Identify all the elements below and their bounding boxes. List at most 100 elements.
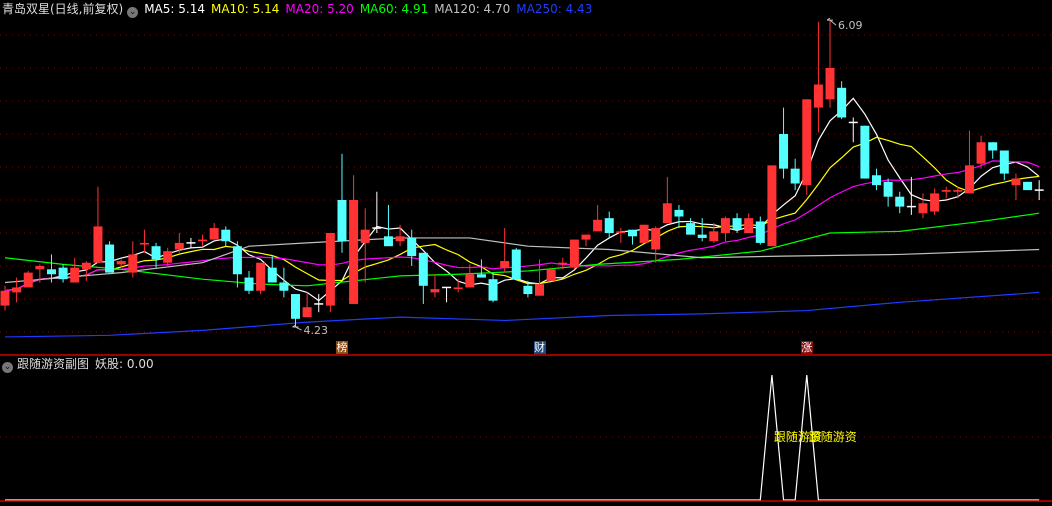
candle[interactable] bbox=[465, 264, 475, 288]
candle[interactable] bbox=[139, 229, 149, 253]
candle[interactable] bbox=[163, 247, 173, 268]
candle[interactable] bbox=[209, 223, 219, 240]
candle[interactable] bbox=[116, 259, 126, 268]
candle[interactable] bbox=[360, 208, 370, 283]
candle[interactable] bbox=[837, 81, 847, 120]
candle[interactable] bbox=[593, 204, 603, 232]
candle[interactable] bbox=[651, 226, 661, 263]
candle[interactable] bbox=[488, 272, 498, 303]
candle[interactable] bbox=[697, 218, 707, 242]
candle[interactable] bbox=[848, 117, 858, 143]
candle[interactable] bbox=[686, 218, 696, 235]
candle[interactable] bbox=[627, 229, 637, 245]
candle[interactable] bbox=[256, 262, 266, 295]
candle[interactable] bbox=[546, 267, 556, 281]
candle[interactable] bbox=[476, 259, 486, 278]
candle[interactable] bbox=[244, 270, 254, 295]
candle[interactable] bbox=[1023, 181, 1033, 191]
candle[interactable] bbox=[860, 125, 870, 179]
candle[interactable] bbox=[442, 286, 452, 303]
candle[interactable] bbox=[23, 270, 33, 288]
candle[interactable] bbox=[0, 285, 10, 311]
candle[interactable] bbox=[395, 224, 405, 247]
candle[interactable] bbox=[523, 280, 533, 298]
candle[interactable] bbox=[105, 241, 115, 273]
candle[interactable] bbox=[709, 223, 719, 243]
candle[interactable] bbox=[325, 233, 335, 313]
candle[interactable] bbox=[674, 204, 684, 229]
candle[interactable] bbox=[198, 234, 208, 247]
candle[interactable] bbox=[732, 213, 742, 233]
candle[interactable] bbox=[46, 254, 56, 283]
candle[interactable] bbox=[988, 142, 998, 159]
candle[interactable] bbox=[779, 107, 789, 179]
candle[interactable] bbox=[930, 188, 940, 215]
candle[interactable] bbox=[790, 158, 800, 191]
candle[interactable] bbox=[81, 261, 91, 281]
candle[interactable] bbox=[35, 264, 45, 283]
chevron-down-icon[interactable]: ⌄ bbox=[2, 362, 13, 373]
candle[interactable] bbox=[720, 216, 730, 242]
candle[interactable] bbox=[221, 226, 231, 247]
candle[interactable] bbox=[604, 211, 614, 238]
chart-header: 青岛双星(日线,前复权) ⌄ MA5: 5.14 MA10: 5.14 MA20: 5.… bbox=[2, 1, 598, 18]
candle[interactable] bbox=[302, 292, 312, 318]
candle[interactable] bbox=[70, 257, 80, 283]
candle[interactable] bbox=[813, 21, 823, 133]
candle[interactable] bbox=[999, 150, 1009, 181]
candle[interactable] bbox=[802, 99, 812, 196]
candle[interactable] bbox=[500, 228, 510, 273]
candle[interactable] bbox=[918, 193, 928, 219]
marker-cai[interactable]: 财 bbox=[533, 341, 546, 354]
candle[interactable] bbox=[12, 277, 22, 303]
candle[interactable] bbox=[93, 186, 103, 263]
candle[interactable] bbox=[279, 267, 289, 298]
candle[interactable] bbox=[872, 168, 881, 191]
candle[interactable] bbox=[314, 294, 324, 313]
candle[interactable] bbox=[1011, 173, 1021, 200]
candle[interactable] bbox=[372, 191, 382, 233]
candle[interactable] bbox=[558, 257, 568, 270]
candle-body bbox=[70, 267, 80, 283]
candle-body bbox=[337, 200, 347, 242]
candle[interactable] bbox=[535, 259, 545, 296]
candle[interactable] bbox=[511, 247, 521, 280]
candlesticks[interactable] bbox=[0, 20, 1044, 328]
candle[interactable] bbox=[453, 279, 463, 293]
candle[interactable] bbox=[744, 213, 754, 233]
candle[interactable] bbox=[407, 229, 417, 266]
candle[interactable] bbox=[639, 224, 649, 243]
candle[interactable] bbox=[581, 234, 591, 247]
candle[interactable] bbox=[953, 186, 963, 199]
candle[interactable] bbox=[174, 233, 184, 253]
candle[interactable] bbox=[616, 228, 626, 243]
candle[interactable] bbox=[291, 294, 300, 328]
candle[interactable] bbox=[1034, 180, 1044, 200]
candle[interactable] bbox=[941, 186, 951, 199]
candle[interactable] bbox=[267, 256, 277, 283]
candle[interactable] bbox=[128, 241, 138, 278]
candle[interactable] bbox=[767, 165, 777, 247]
marker-zhang[interactable]: 涨 bbox=[800, 341, 813, 354]
candle[interactable] bbox=[662, 176, 672, 224]
candle[interactable] bbox=[976, 135, 986, 169]
candle[interactable] bbox=[349, 175, 359, 304]
candle[interactable] bbox=[430, 274, 440, 298]
chevron-down-icon[interactable]: ⌄ bbox=[127, 7, 139, 18]
candle[interactable] bbox=[825, 20, 835, 108]
marker-bang[interactable]: 榜 bbox=[335, 341, 348, 354]
candle[interactable] bbox=[964, 130, 974, 194]
candle[interactable] bbox=[418, 252, 428, 304]
candle[interactable] bbox=[895, 191, 905, 214]
candle[interactable] bbox=[383, 204, 393, 247]
candle[interactable] bbox=[569, 239, 579, 270]
candle[interactable] bbox=[906, 176, 916, 215]
candle[interactable] bbox=[883, 178, 893, 207]
candle[interactable] bbox=[58, 264, 68, 283]
candle[interactable] bbox=[232, 241, 242, 288]
candle[interactable] bbox=[755, 216, 765, 245]
candle[interactable] bbox=[337, 153, 347, 253]
candle[interactable] bbox=[151, 242, 161, 268]
candle[interactable] bbox=[186, 237, 196, 248]
